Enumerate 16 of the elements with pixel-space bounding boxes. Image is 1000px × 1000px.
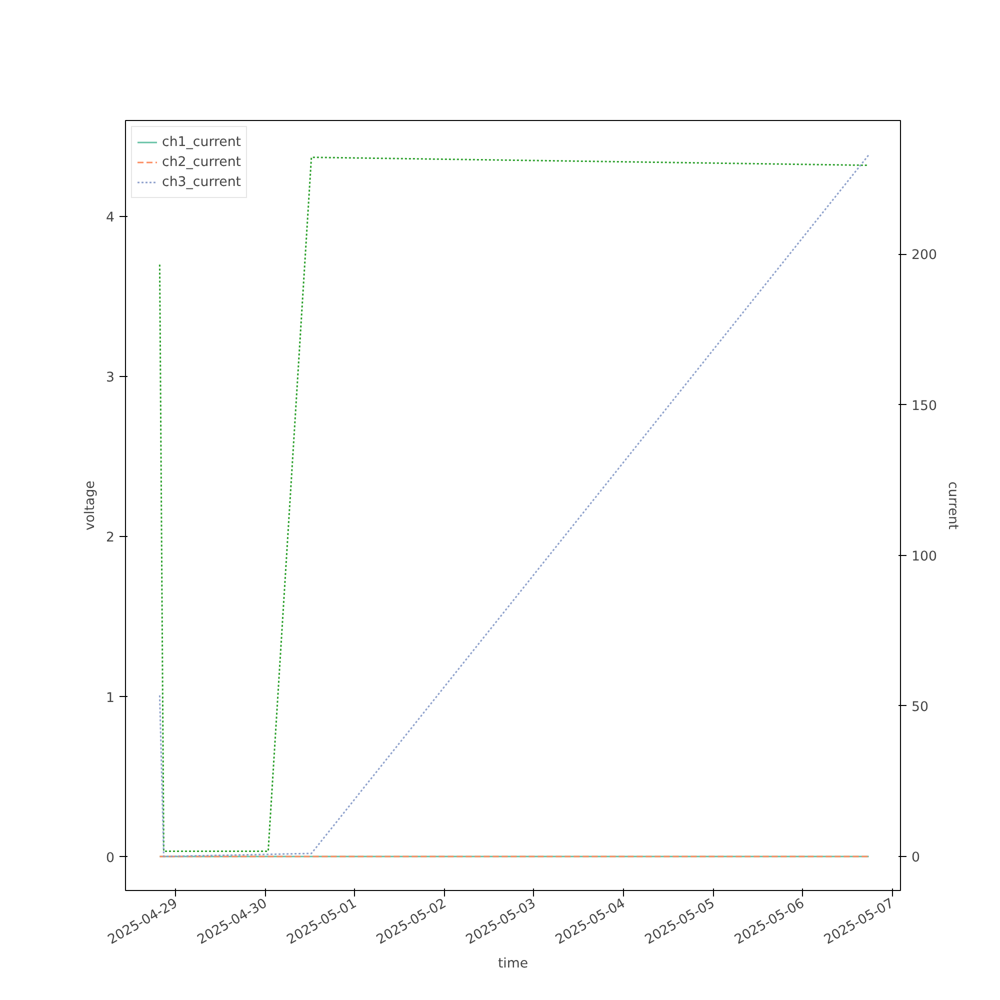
y2-axis-title: current xyxy=(944,481,960,530)
y2-tick-label: 200 xyxy=(912,248,937,264)
y-axis-title: voltage xyxy=(83,480,98,530)
y-tick-label: 2 xyxy=(106,530,115,546)
y2-tick-label: 0 xyxy=(912,850,920,866)
x-axis-title: time xyxy=(498,956,528,972)
y-tick-label: 1 xyxy=(106,690,115,706)
y-tick-label: 3 xyxy=(106,370,115,386)
y-tick-label: 0 xyxy=(106,850,115,866)
y2-tick-label: 100 xyxy=(912,549,937,564)
legend-label: ch3_current xyxy=(162,174,241,190)
legend-label: ch2_current xyxy=(162,154,241,170)
y-tick-label: 4 xyxy=(106,210,115,226)
y2-tick-label: 50 xyxy=(912,700,928,715)
y2-tick-label: 150 xyxy=(912,398,937,414)
legend-label: ch1_current xyxy=(162,134,241,150)
